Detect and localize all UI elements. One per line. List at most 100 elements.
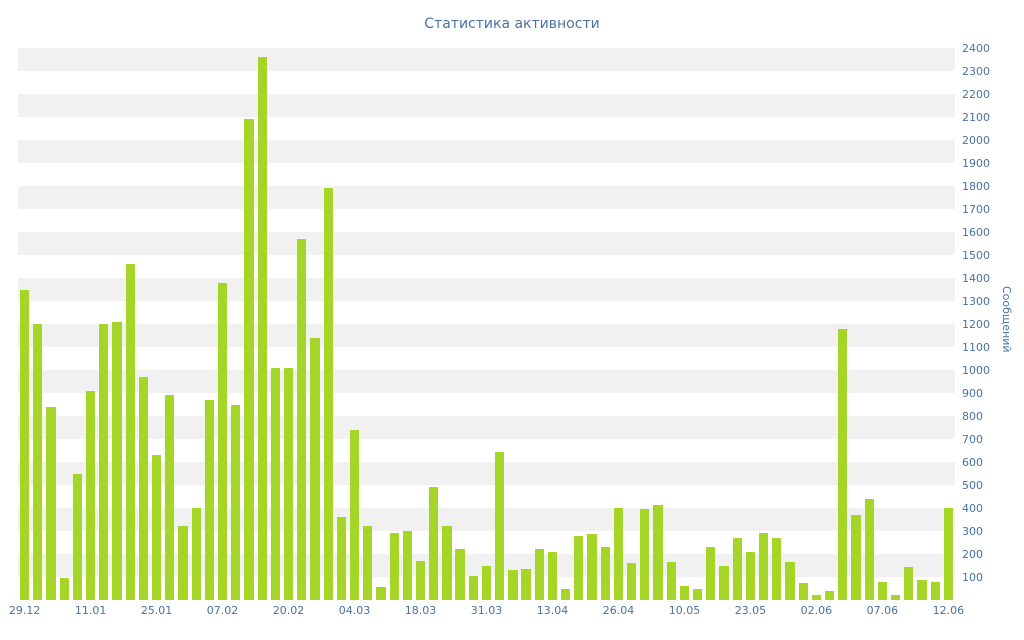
bar (389, 533, 399, 600)
bar (204, 399, 214, 600)
bar (46, 406, 56, 600)
bar (943, 508, 954, 600)
y-tick-label: 2400 (962, 42, 990, 55)
chart-title: Статистика активности (424, 16, 600, 32)
bar (244, 119, 254, 600)
bar (323, 188, 333, 600)
bar (851, 514, 861, 600)
bar (33, 324, 43, 600)
bar (930, 581, 940, 600)
bar (178, 526, 188, 600)
y-tick-label: 500 (962, 479, 983, 492)
bar (363, 526, 373, 600)
x-tick-label: 07.06 (866, 604, 899, 617)
x-tick-label: 20.02 (272, 604, 305, 617)
bar (349, 429, 360, 600)
x-axis-tick-labels: 29.12 11.01 25.01 07.02 20.02 04.03 18.03 31.03… (9, 604, 964, 624)
x-tick-label: 31.03 (470, 604, 503, 617)
bar (785, 562, 795, 600)
bar (706, 547, 716, 600)
bar (125, 264, 135, 600)
bar (165, 395, 175, 600)
bar (442, 526, 452, 600)
x-tick-label: 13.04 (536, 604, 569, 617)
x-tick-label: 11.01 (74, 604, 107, 617)
bar (890, 595, 901, 600)
y-axis-tick-labels: 2400 2300 2200 2100 2000 1900 1800 1700 1600 1500… (962, 42, 1002, 600)
bar (811, 595, 822, 600)
bar (745, 551, 756, 600)
x-tick-label: 26.04 (602, 604, 635, 617)
bar (877, 581, 888, 600)
bar (838, 328, 848, 600)
bar (653, 504, 663, 600)
y-tick-label: 1100 (962, 341, 990, 354)
y-tick-label: 1800 (962, 180, 990, 193)
bar (587, 534, 597, 600)
bar (72, 473, 82, 600)
bar (297, 238, 307, 600)
bar (600, 547, 610, 600)
bar (85, 390, 96, 600)
bar (257, 57, 267, 600)
x-tick-label: 18.03 (404, 604, 437, 617)
y-tick-label: 1700 (962, 203, 990, 216)
bar (495, 451, 505, 600)
bar (138, 376, 148, 600)
y-tick-label: 400 (962, 502, 983, 515)
y-axis-title: Сообщений (1000, 286, 1013, 353)
y-tick-label: 2100 (962, 111, 990, 124)
y-tick-label: 1000 (962, 364, 990, 377)
bar (521, 568, 531, 600)
bar (798, 582, 808, 600)
bar (825, 590, 835, 600)
bar (217, 282, 228, 600)
y-tick-label: 100 (962, 571, 983, 584)
bar (151, 455, 162, 600)
bar (376, 587, 386, 600)
x-tick-label: 10.05 (668, 604, 701, 617)
x-tick-label: 12.06 (932, 604, 965, 617)
bar (468, 575, 478, 600)
x-tick-label: 29.12 (8, 604, 41, 617)
bar (231, 404, 241, 600)
bar (627, 563, 637, 600)
bar (574, 535, 584, 600)
bar (112, 321, 122, 600)
bar (508, 570, 518, 600)
bar (732, 537, 742, 600)
x-tick-label: 04.03 (338, 604, 371, 617)
bar (666, 562, 676, 600)
x-tick-label: 07.02 (206, 604, 239, 617)
bar (481, 565, 492, 600)
bar (191, 508, 201, 600)
bar (59, 578, 69, 600)
y-tick-label: 2000 (962, 134, 990, 147)
bar (613, 508, 624, 600)
y-tick-label: 1300 (962, 295, 990, 308)
plot-area (18, 48, 955, 600)
y-tick-label: 700 (962, 433, 983, 446)
bar (759, 533, 769, 600)
y-tick-label: 1500 (962, 249, 990, 262)
bar (283, 367, 294, 600)
bar (99, 324, 109, 600)
y-tick-label: 300 (962, 525, 983, 538)
y-tick-label: 200 (962, 548, 983, 561)
bar (864, 498, 874, 600)
x-tick-label: 02.06 (800, 604, 833, 617)
bar (772, 537, 782, 600)
y-tick-label: 900 (962, 387, 983, 400)
bar (402, 531, 412, 600)
bar (429, 487, 439, 600)
x-tick-label: 25.01 (140, 604, 173, 617)
y-tick-label: 2300 (962, 65, 990, 78)
y-tick-label: 1200 (962, 318, 990, 331)
bar (679, 586, 690, 600)
bar (270, 367, 280, 600)
y-tick-label: 1600 (962, 226, 990, 239)
bar (547, 551, 558, 600)
x-tick-label: 23.05 (734, 604, 767, 617)
bar (640, 509, 650, 600)
